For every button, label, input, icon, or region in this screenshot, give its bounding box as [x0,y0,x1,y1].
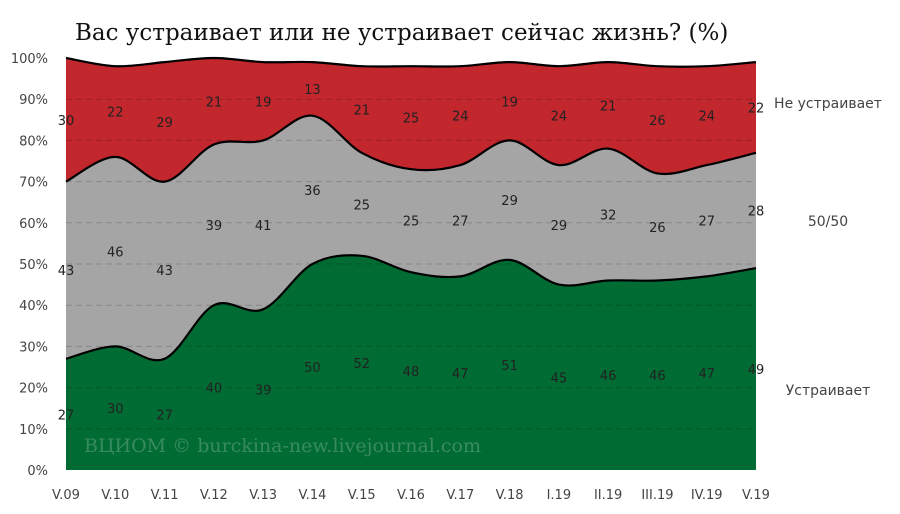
data-label: 22 [748,101,765,116]
data-label: 32 [600,209,617,224]
legend-entry: Устраивает [786,383,871,399]
x-tick-label: V.09 [52,488,80,503]
data-label: 28 [748,204,765,219]
data-label: 27 [698,215,715,230]
data-label: 26 [649,114,666,129]
data-label: 22 [107,106,124,121]
data-label: 24 [452,110,469,125]
legend-entry: Не устраивает [774,96,882,112]
data-labels: 27 30 27 40 39 50 52 48 47 51 45 46 46 47 49 43 46 43 39 41… [58,83,765,423]
data-label: 41 [255,219,272,234]
legend: Устраивает 50/50 Не устраивает [774,96,882,399]
x-axis: V.09 V.10 V.11 V.12 V.13 V.14 V.15 V.16 V.17 V.18… [52,488,770,503]
x-tick-label: V.13 [249,488,277,503]
data-label: 13 [304,83,321,98]
series-outline [65,56,757,68]
y-tick-label: 100% [11,52,48,67]
data-label: 19 [255,95,272,110]
watermark: ВЦИОМ © burckina-new.livejournal.com [84,435,481,457]
data-label: 27 [156,408,173,423]
x-tick-label: IV.19 [691,488,723,503]
data-label: 39 [255,384,272,399]
x-tick-label: V.11 [151,488,179,503]
data-label: 46 [600,369,617,384]
data-label: 46 [649,369,666,384]
data-label: 49 [748,363,765,378]
area-3 [66,58,756,182]
data-label: 29 [156,116,173,131]
data-label: 47 [452,367,469,382]
x-tick-label: V.12 [200,488,228,503]
y-tick-label: 10% [19,423,48,438]
data-label: 25 [353,198,370,213]
data-label: 36 [304,184,321,199]
data-label: 27 [58,408,75,423]
data-label: 26 [649,221,666,236]
data-label: 25 [403,112,420,127]
y-tick-label: 90% [19,93,48,108]
data-label: 46 [107,246,124,261]
data-label: 29 [501,194,518,209]
y-tick-label: 80% [19,134,48,149]
y-tick-label: 0% [27,464,48,479]
data-label: 27 [452,215,469,230]
data-label: 21 [353,104,370,119]
series-outline [65,114,757,183]
x-tick-label: V.15 [348,488,376,503]
x-tick-label: V.17 [446,488,474,503]
data-label: 24 [698,110,715,125]
data-label: 51 [501,359,518,374]
area-1 [66,255,756,470]
data-label: 21 [600,99,617,114]
data-label: 50 [304,361,321,376]
data-label: 30 [107,402,124,417]
data-label: 52 [353,357,370,372]
y-tick-label: 20% [19,382,48,397]
data-label: 25 [403,215,420,230]
y-tick-label: 70% [19,176,48,191]
data-label: 39 [206,219,223,234]
data-label: 30 [58,114,75,129]
y-tick-label: 30% [19,340,48,355]
x-tick-label: II.19 [594,488,622,503]
data-label: 21 [206,95,223,110]
x-tick-label: V.18 [496,488,524,503]
area-2 [66,115,756,361]
y-tick-label: 40% [19,299,48,314]
legend-entry: 50/50 [808,214,848,230]
x-tick-label: V.16 [397,488,425,503]
chart-title: Вас устраивает или не устраивает сейчас … [75,20,728,46]
x-tick-label: V.19 [742,488,770,503]
gridlines [66,98,756,430]
data-label: 29 [551,219,568,234]
data-label: 19 [501,95,518,110]
series-outlines [65,56,757,362]
data-label: 40 [206,382,223,397]
data-label: 43 [58,264,75,279]
y-tick-label: 50% [19,258,48,273]
data-label: 24 [551,110,568,125]
data-label: 48 [403,365,420,380]
data-label: 45 [551,371,568,386]
x-tick-label: I.19 [547,488,572,503]
x-tick-label: V.10 [101,488,129,503]
data-label: 43 [156,264,173,279]
y-tick-label: 60% [19,217,48,232]
series-outline [65,254,757,362]
y-axis: 0% 10% 20% 30% 40% 50% 60% 70% 80% 90% 100% [11,52,48,479]
data-label: 47 [698,367,715,382]
x-tick-label: III.19 [641,488,673,503]
x-tick-label: V.14 [298,488,326,503]
plot-areas [66,58,756,470]
